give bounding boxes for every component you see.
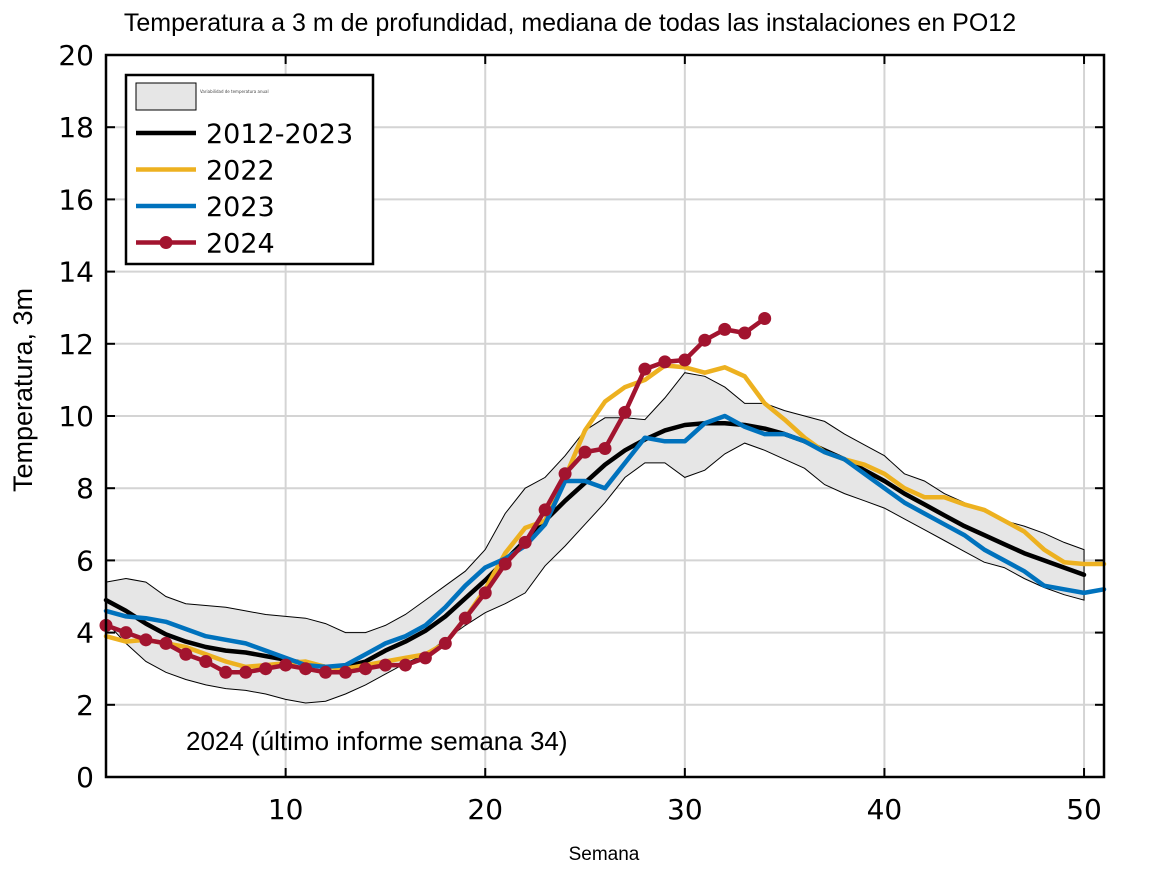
x-tick-label: 40 (867, 793, 903, 826)
data-point-2024 (159, 636, 173, 650)
y-tick-label: 18 (58, 111, 94, 144)
data-point-2024 (398, 658, 412, 672)
series-line-2023 (103, 413, 1107, 670)
data-point-2024 (319, 665, 333, 679)
data-point-2024 (758, 312, 772, 326)
data-point-2024 (239, 665, 253, 679)
data-point-2024 (598, 441, 612, 455)
data-point-2024 (259, 662, 273, 676)
data-point-2024 (658, 355, 672, 369)
data-point-2024 (279, 658, 293, 672)
y-tick-label: 2 (76, 689, 94, 722)
data-point-2024 (718, 322, 732, 336)
series-line-2024 (103, 316, 767, 675)
data-point-2024 (119, 626, 133, 640)
data-point-2024 (558, 467, 572, 481)
data-point-2024 (698, 333, 712, 347)
chart-title: Temperatura a 3 m de profundidad, median… (124, 9, 1016, 37)
series-layer (99, 312, 1107, 679)
legend-band-swatch (135, 82, 197, 111)
annotation: 2024 (último informe semana 34) (186, 726, 568, 756)
series-2023 (103, 413, 1107, 670)
axis-ticks: 10 20 30 40 50 0 2 4 6 8 10 12 14 16 18 20 (58, 39, 1104, 826)
data-point-2024 (378, 658, 392, 672)
y-tick-label: 0 (76, 761, 94, 794)
data-point-2024 (538, 503, 552, 517)
legend-band-label: Variabilidad de temperatura anual (200, 89, 269, 94)
y-tick-label: 4 (76, 617, 94, 650)
data-point-2024 (358, 662, 372, 676)
x-tick-label: 50 (1066, 793, 1102, 826)
data-point-2024 (498, 557, 512, 571)
data-point-2024 (339, 665, 353, 679)
data-point-2024 (478, 586, 492, 600)
data-point-2024 (618, 405, 632, 419)
y-axis-label: Temperatura, 3m (8, 288, 38, 492)
y-tick-label: 16 (58, 183, 94, 216)
y-tick-label: 12 (58, 328, 94, 361)
data-point-2024 (638, 362, 652, 376)
legend-label-2023: 2023 (206, 192, 275, 223)
legend-marker-2024 (159, 236, 173, 249)
legend-label-2024: 2024 (206, 229, 275, 260)
data-point-2024 (299, 662, 313, 676)
y-tick-label: 10 (58, 400, 94, 433)
data-point-2024 (219, 665, 233, 679)
grid (106, 55, 1104, 777)
data-point-2024 (518, 535, 532, 549)
series-line-2012-2023 (103, 420, 1087, 670)
data-point-2024 (179, 647, 193, 661)
x-tick-label: 20 (467, 793, 503, 826)
legend: Variabilidad de temperatura anual 2012-20… (124, 73, 375, 266)
legend-label-2012-2023: 2012-2023 (206, 119, 353, 150)
series-2012-2023 (103, 420, 1087, 670)
data-point-2024 (418, 651, 432, 665)
x-axis-label: Semana (569, 844, 640, 865)
data-point-2024 (738, 326, 752, 340)
series-2022 (103, 363, 1107, 671)
data-point-2024 (139, 633, 153, 647)
data-point-2024 (578, 445, 592, 459)
data-point-2024 (438, 636, 452, 650)
y-tick-label: 14 (58, 256, 94, 289)
series-line-2022 (103, 363, 1107, 671)
x-tick-label: 10 (268, 793, 304, 826)
legend-label-2022: 2022 (206, 156, 275, 187)
data-point-2024 (678, 353, 692, 367)
data-point-2024 (199, 654, 213, 668)
y-tick-label: 8 (76, 472, 94, 505)
y-tick-label: 6 (76, 544, 94, 577)
x-tick-label: 30 (667, 793, 703, 826)
data-point-2024 (458, 611, 472, 625)
y-tick-label: 20 (58, 39, 94, 72)
series-2024 (99, 312, 772, 679)
